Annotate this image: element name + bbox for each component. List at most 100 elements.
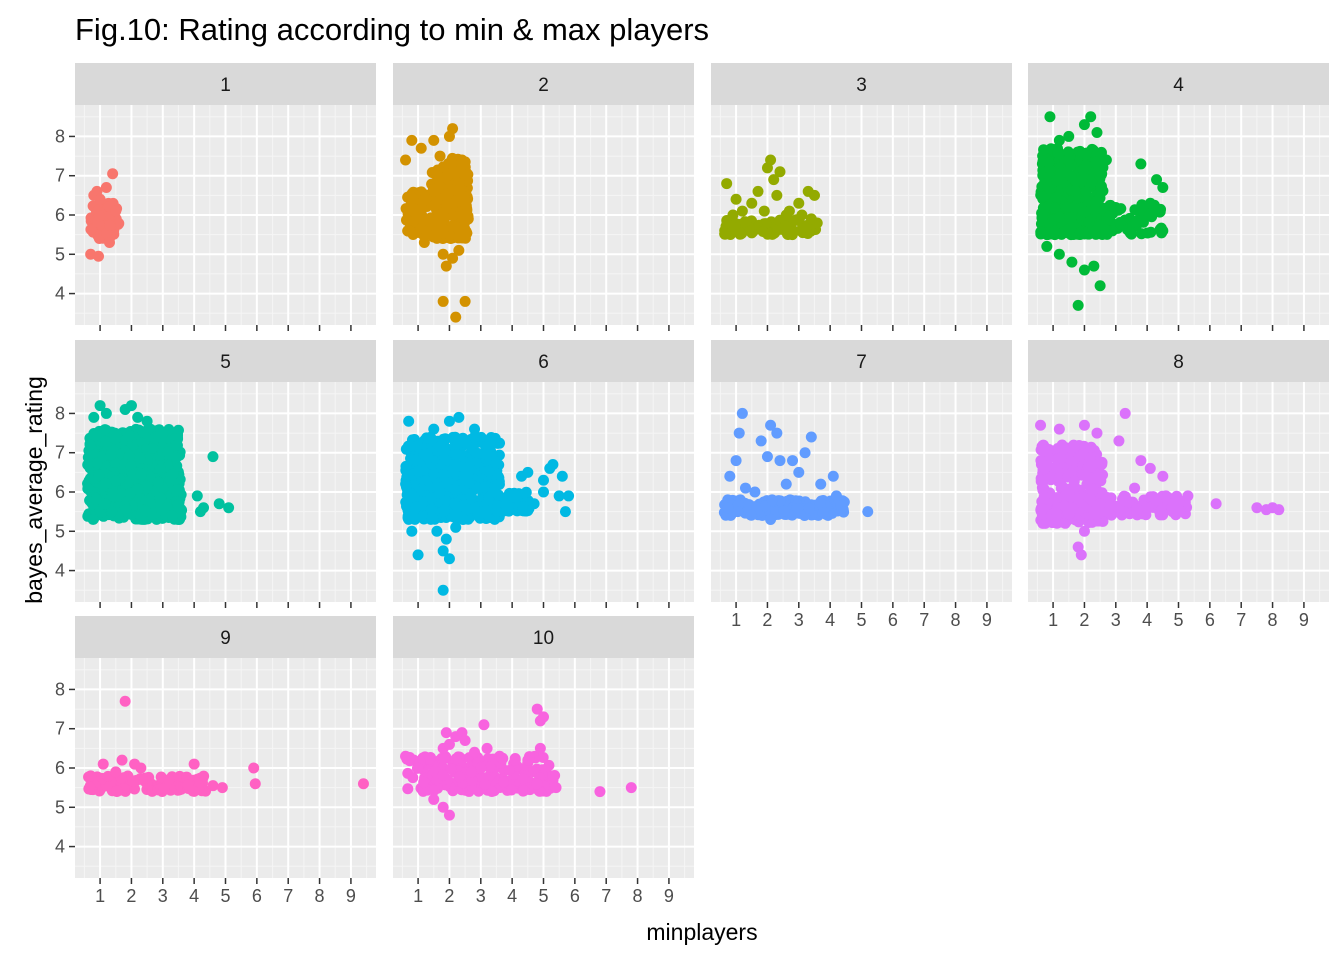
- data-point: [166, 510, 178, 522]
- facet-strip: [393, 340, 694, 382]
- data-point: [438, 469, 450, 481]
- data-point: [110, 766, 122, 778]
- data-point: [505, 784, 517, 796]
- data-point: [1035, 502, 1047, 514]
- x-tick-label: 5: [220, 886, 230, 906]
- data-point: [440, 533, 452, 545]
- facet-panel-6: 6: [393, 340, 694, 608]
- data-point: [475, 762, 487, 774]
- y-tick-label: 5: [55, 244, 65, 264]
- data-point: [491, 506, 503, 518]
- data-point: [170, 452, 182, 464]
- data-point: [113, 217, 125, 229]
- data-point: [517, 501, 529, 513]
- facet-panel-10: 10 1 2 3 4 5 6 7 8 9: [393, 616, 694, 906]
- data-point: [531, 778, 543, 790]
- data-point: [415, 222, 427, 234]
- data-point: [1130, 216, 1142, 228]
- data-point: [134, 452, 146, 464]
- data-point: [1091, 427, 1103, 439]
- data-point: [213, 498, 225, 510]
- x-tick-label: 2: [1079, 610, 1089, 630]
- data-point: [88, 411, 100, 423]
- data-point: [127, 469, 139, 481]
- data-point: [1039, 462, 1051, 474]
- y-tick-label: 7: [55, 166, 65, 186]
- data-point: [465, 766, 477, 778]
- data-point: [735, 228, 747, 240]
- data-point: [805, 431, 817, 443]
- data-point: [451, 449, 463, 461]
- x-tick-label: 3: [158, 886, 168, 906]
- data-point: [154, 492, 166, 504]
- data-point: [780, 209, 792, 221]
- data-point: [478, 719, 490, 731]
- data-point: [757, 226, 769, 238]
- y-tick-label: 7: [55, 443, 65, 463]
- data-point: [127, 775, 139, 787]
- data-point: [1048, 226, 1060, 238]
- data-point: [400, 750, 412, 762]
- data-point: [1035, 226, 1047, 238]
- data-point: [1142, 227, 1154, 239]
- data-point: [788, 225, 800, 237]
- facet-panel-4: 4: [1028, 63, 1329, 331]
- data-point: [1092, 456, 1104, 468]
- data-point: [1155, 505, 1167, 517]
- data-point: [1113, 435, 1125, 447]
- data-point: [719, 228, 731, 240]
- data-point: [428, 468, 440, 480]
- data-point: [426, 512, 438, 524]
- x-tick-label: 2: [762, 610, 772, 630]
- data-point: [432, 182, 444, 194]
- facet-strip-label: 3: [856, 75, 867, 96]
- data-point: [733, 427, 745, 439]
- data-point: [100, 436, 112, 448]
- facet-strip-label: 7: [856, 352, 867, 373]
- data-point: [534, 742, 546, 754]
- data-point: [746, 197, 758, 209]
- data-point: [1067, 502, 1079, 514]
- data-point: [460, 200, 472, 212]
- data-point: [736, 407, 748, 419]
- data-point: [774, 495, 786, 507]
- data-point: [1078, 525, 1090, 537]
- data-point: [550, 782, 562, 794]
- data-point: [1085, 493, 1097, 505]
- data-point: [447, 252, 459, 264]
- data-point: [538, 474, 549, 486]
- data-point: [1080, 149, 1092, 161]
- data-point: [1051, 492, 1063, 504]
- data-point: [440, 260, 452, 272]
- data-point: [111, 785, 123, 797]
- data-point: [125, 400, 137, 412]
- data-point: [451, 221, 463, 233]
- data-point: [1093, 220, 1105, 232]
- data-point: [1044, 111, 1056, 123]
- data-point: [141, 480, 153, 492]
- x-tick-label: 6: [888, 610, 898, 630]
- data-point: [135, 468, 147, 480]
- data-point: [1086, 177, 1098, 189]
- data-point: [1135, 455, 1147, 467]
- data-point: [152, 476, 164, 488]
- data-point: [730, 455, 742, 467]
- data-point: [739, 482, 751, 494]
- data-point: [400, 481, 412, 493]
- x-tick-label: 1: [413, 886, 423, 906]
- data-point: [99, 498, 111, 510]
- y-axis-label: bayes_average_rating: [21, 376, 47, 604]
- data-point: [412, 549, 424, 561]
- data-point: [410, 501, 422, 513]
- data-point: [722, 502, 734, 514]
- data-point: [803, 502, 815, 514]
- data-point: [1078, 119, 1090, 131]
- data-point: [506, 490, 518, 502]
- data-point: [191, 490, 203, 502]
- data-point: [1084, 452, 1096, 464]
- data-point: [163, 774, 175, 786]
- data-point: [455, 189, 467, 201]
- data-point: [479, 778, 491, 790]
- data-point: [418, 776, 430, 788]
- data-point: [518, 785, 530, 797]
